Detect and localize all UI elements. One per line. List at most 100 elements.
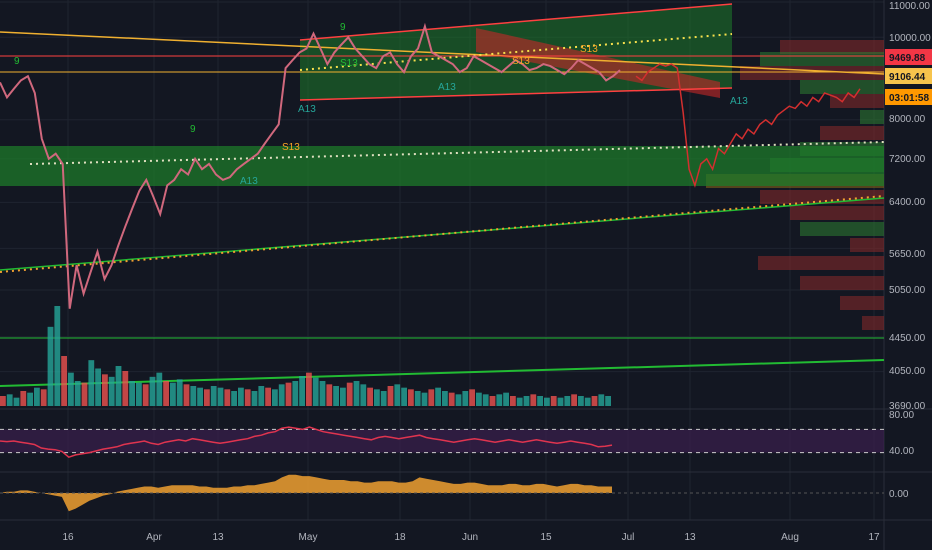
price-badge: [885, 49, 932, 65]
volume-bar: [326, 384, 333, 406]
price-tick-label: 5650.00: [889, 249, 926, 260]
volume-bar: [163, 381, 169, 406]
volume-bar: [40, 389, 47, 406]
volume-bar: [217, 387, 224, 406]
volume-bar: [435, 387, 441, 406]
volume-bar: [170, 382, 176, 406]
volume-bar: [591, 396, 598, 406]
time-tick-label: 15: [540, 532, 552, 543]
volume-bar: [197, 387, 203, 406]
volume-bar: [428, 389, 435, 406]
td-sequential-label: A13: [240, 176, 258, 187]
volume-bar: [319, 381, 326, 406]
time-tick-label: 13: [212, 532, 224, 543]
volume-bar: [482, 394, 489, 406]
volume-bar: [149, 376, 156, 406]
volume-bar: [503, 392, 509, 406]
volume-bar: [374, 389, 380, 406]
td-sequential-label: A13: [730, 96, 748, 107]
volume-bar: [571, 394, 577, 406]
volume-profile-bar: [830, 94, 884, 108]
support-zone: [0, 146, 884, 186]
time-axis[interactable]: 16 Apr 13 May 18 Jun 15 Jul 13 Aug 17: [62, 532, 880, 543]
td-sequential-label: 9: [14, 56, 20, 67]
volume-bar: [74, 381, 81, 406]
td-sequential-label: S13: [340, 58, 358, 69]
volume-bar: [510, 396, 516, 406]
volume-profile-bar: [790, 206, 884, 220]
volume-bar: [6, 394, 13, 406]
volume-bar: [523, 396, 530, 406]
td-sequential-label: S13: [282, 142, 300, 153]
volume-bar: [231, 391, 237, 406]
trendlines: [0, 31, 885, 387]
time-tick-label: 16: [62, 532, 74, 543]
price-badge-label: 9106.44: [889, 72, 926, 83]
volume-bar: [455, 394, 462, 406]
td-annotations: 9 S13 A13 S13 A13 9 A13 S13 9 S13 A13: [14, 22, 748, 187]
volume-bar: [550, 396, 557, 406]
volume-bar: [346, 382, 353, 406]
volume-bar: [81, 382, 88, 406]
volume-bar: [421, 392, 428, 406]
price-badge-label: 9469.88: [889, 53, 926, 64]
volume-bar: [442, 391, 448, 406]
volume-trendline: [0, 359, 885, 387]
volume-bar: [387, 386, 394, 406]
price-badge: [885, 68, 932, 84]
volume-profile-bar: [800, 222, 884, 236]
td-sequential-label: 9: [340, 22, 346, 33]
volume-bar: [476, 392, 482, 406]
volume-bar: [448, 392, 455, 406]
volume-profile-bar: [800, 276, 884, 290]
rsi-pane[interactable]: [0, 426, 884, 459]
td-sequential-label: A13: [438, 82, 456, 93]
volume-profile-bar: [840, 296, 884, 310]
channel-bottom-line: [299, 87, 733, 101]
time-tick-label: Aug: [781, 532, 799, 543]
volume-bar: [88, 360, 95, 406]
volume-bar: [0, 396, 6, 406]
volume-bar: [20, 391, 27, 406]
price-tick-label: 3690.00: [889, 401, 926, 412]
time-tick-label: Jun: [462, 532, 478, 543]
volume-profile-bar: [758, 256, 884, 270]
volume-bar: [34, 387, 40, 406]
volume-bar: [115, 366, 122, 406]
volume-bars: [0, 306, 611, 406]
price-axis[interactable]: 11000.00 10000.00 9469.88 9106.44 03:01:58 80…: [885, 1, 932, 500]
volume-bar: [557, 397, 564, 406]
volume-bar: [238, 387, 244, 406]
volume-profile-bar: [780, 40, 884, 54]
volume-bar: [299, 376, 305, 406]
volume-bar: [278, 384, 285, 406]
volume-bar: [54, 306, 61, 406]
price-line: [0, 22, 621, 309]
volume-bar: [333, 386, 339, 406]
volume-bar: [244, 389, 251, 406]
volume-bar: [401, 387, 407, 406]
volume-bar: [47, 326, 54, 406]
volume-bar: [13, 397, 20, 406]
rsi-band: [0, 429, 884, 453]
price-series[interactable]: [0, 22, 861, 309]
volume-bar: [516, 397, 523, 406]
macd-pane[interactable]: [0, 474, 884, 512]
volume-bar: [61, 356, 67, 406]
channel-top-line: [299, 3, 733, 41]
price-tick-label: 7200.00: [889, 154, 926, 165]
volume-bar: [129, 381, 135, 406]
volume-bar: [136, 382, 142, 406]
volume-bar: [489, 396, 496, 406]
volume-bar: [102, 374, 108, 406]
volume-bar: [530, 394, 537, 406]
volume-bar: [496, 394, 503, 406]
volume-bar: [27, 392, 33, 406]
price-tick-label: 6400.00: [889, 197, 926, 208]
volume-bar: [408, 389, 414, 406]
volume-bar: [156, 372, 163, 406]
volume-bar: [360, 384, 367, 406]
volume-bar: [544, 397, 550, 406]
dotted-trendline: [29, 141, 885, 165]
